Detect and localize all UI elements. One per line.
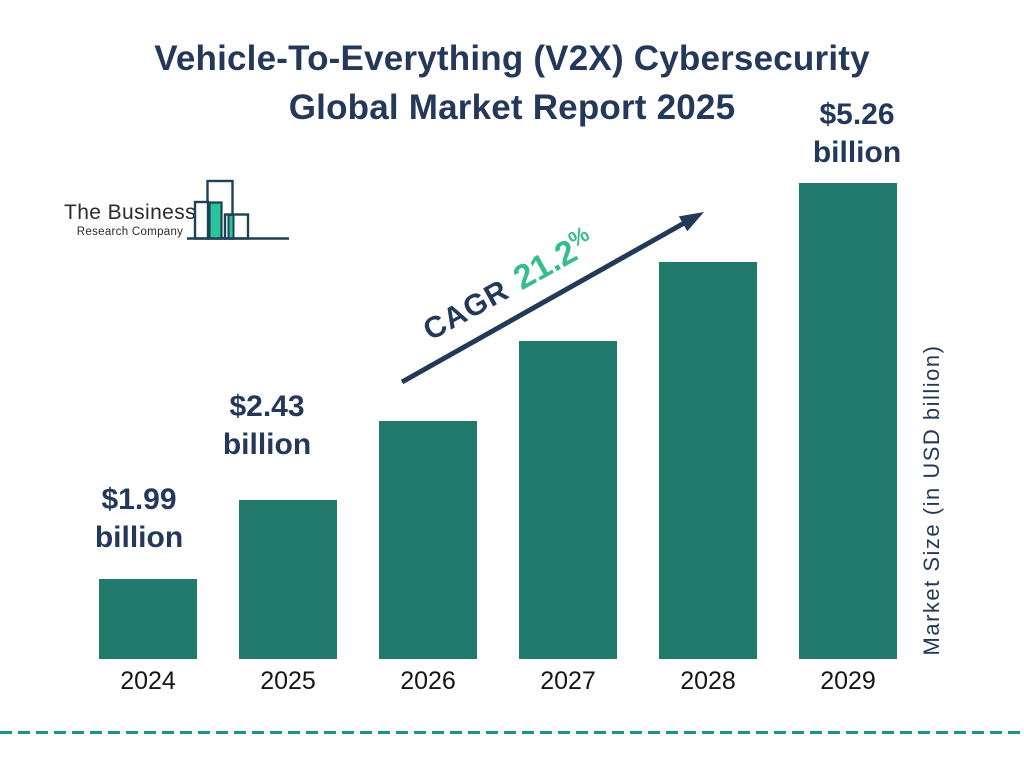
bar-2026 — [379, 421, 477, 659]
company-logo-name: The Business — [64, 201, 197, 224]
bar-2027 — [519, 341, 617, 659]
bar-2024 — [99, 579, 197, 659]
bottom-dashed-divider — [0, 731, 1024, 734]
value-label-line: billion — [94, 521, 184, 554]
bar-2025 — [239, 500, 337, 659]
bar-2029 — [799, 183, 897, 659]
value-label-2024: $1.99 billion — [95, 481, 183, 557]
x-axis-label-2024: 2024 — [120, 667, 176, 695]
value-label-line: $2.43 — [229, 390, 305, 423]
x-axis-label-2025: 2025 — [260, 667, 316, 695]
cagr-label: CAGR — [417, 273, 515, 348]
value-label-2029: $5.26 billion — [813, 96, 901, 172]
x-axis-label-2026: 2026 — [400, 667, 456, 695]
value-label-line: $1.99 — [101, 483, 177, 516]
bar-chart-logo-icon — [187, 179, 289, 240]
company-logo-text: The Business Research Company — [64, 201, 197, 239]
value-label-line: billion — [222, 428, 312, 461]
x-axis-label-2028: 2028 — [680, 667, 736, 695]
value-label-line: billion — [812, 136, 902, 169]
value-label-line: $5.26 — [819, 98, 895, 131]
x-axis-label-2027: 2027 — [540, 667, 596, 695]
cagr-annotation: CAGR21.2% — [415, 221, 601, 349]
company-logo-subtitle: Research Company — [76, 226, 184, 238]
y-axis-label: Market Size (in USD billion) — [919, 344, 944, 656]
x-axis-label-2029: 2029 — [820, 667, 876, 695]
company-logo: The Business Research Company — [64, 176, 294, 248]
title-line-1: Vehicle-To-Everything (V2X) Cybersecurit… — [154, 39, 870, 78]
title-line-2: Global Market Report 2025 — [288, 88, 736, 127]
bar-2028 — [659, 262, 757, 659]
value-label-2025: $2.43 billion — [223, 388, 311, 464]
page-title: Vehicle-To-Everything (V2X) Cybersecurit… — [0, 34, 1024, 132]
